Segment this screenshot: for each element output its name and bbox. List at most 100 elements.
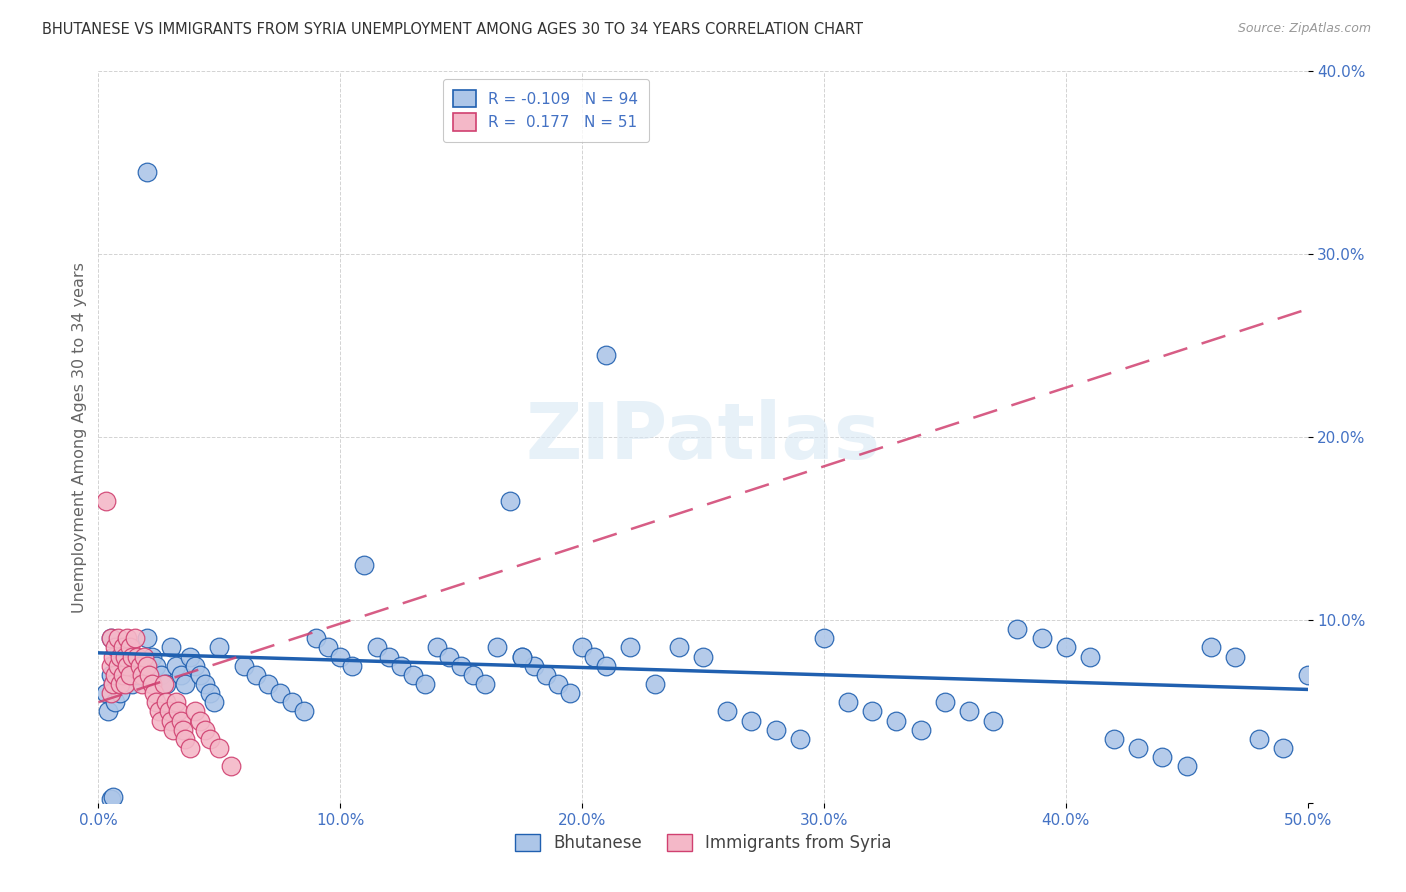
- Point: [172, 723, 194, 737]
- Point: [716, 705, 738, 719]
- Point: [194, 677, 217, 691]
- Point: [740, 714, 762, 728]
- Point: [837, 695, 859, 709]
- Point: [1296, 667, 1319, 681]
- Text: BHUTANESE VS IMMIGRANTS FROM SYRIA UNEMPLOYMENT AMONG AGES 30 TO 34 YEARS CORREL: BHUTANESE VS IMMIGRANTS FROM SYRIA UNEMP…: [42, 22, 863, 37]
- Point: [813, 632, 835, 646]
- Point: [100, 792, 122, 806]
- Point: [316, 640, 339, 655]
- Point: [107, 632, 129, 646]
- Point: [141, 677, 163, 691]
- Point: [208, 640, 231, 655]
- Point: [595, 658, 617, 673]
- Point: [111, 649, 134, 664]
- Point: [619, 640, 641, 655]
- Point: [269, 686, 291, 700]
- Point: [100, 632, 122, 646]
- Point: [117, 632, 139, 646]
- Point: [131, 667, 153, 681]
- Point: [148, 705, 170, 719]
- Point: [162, 723, 184, 737]
- Point: [886, 714, 908, 728]
- Point: [160, 640, 183, 655]
- Point: [111, 640, 134, 655]
- Point: [377, 649, 399, 664]
- Point: [292, 705, 315, 719]
- Point: [1078, 649, 1101, 664]
- Point: [174, 731, 197, 746]
- Point: [108, 677, 131, 691]
- Point: [1054, 640, 1077, 655]
- Y-axis label: Unemployment Among Ages 30 to 34 years: Unemployment Among Ages 30 to 34 years: [72, 261, 87, 613]
- Point: [107, 658, 129, 673]
- Point: [145, 658, 167, 673]
- Point: [510, 649, 533, 664]
- Point: [789, 731, 811, 746]
- Point: [534, 667, 557, 681]
- Point: [184, 658, 207, 673]
- Point: [366, 640, 388, 655]
- Point: [169, 667, 191, 681]
- Point: [402, 667, 425, 681]
- Point: [101, 677, 124, 691]
- Point: [127, 649, 149, 664]
- Point: [128, 658, 150, 673]
- Point: [101, 677, 124, 691]
- Point: [100, 658, 122, 673]
- Point: [389, 658, 412, 673]
- Point: [188, 667, 211, 681]
- Point: [100, 632, 122, 646]
- Point: [1128, 740, 1150, 755]
- Point: [94, 494, 117, 508]
- Point: [124, 632, 146, 646]
- Point: [188, 714, 211, 728]
- Point: [204, 695, 226, 709]
- Point: [860, 705, 883, 719]
- Point: [165, 658, 187, 673]
- Point: [160, 714, 183, 728]
- Point: [179, 740, 201, 755]
- Point: [143, 686, 166, 700]
- Point: [437, 649, 460, 664]
- Point: [413, 677, 436, 691]
- Point: [1175, 759, 1198, 773]
- Point: [1102, 731, 1125, 746]
- Point: [94, 686, 117, 700]
- Point: [353, 558, 375, 573]
- Point: [157, 705, 180, 719]
- Point: [668, 640, 690, 655]
- Point: [121, 677, 143, 691]
- Point: [198, 686, 221, 700]
- Point: [256, 677, 278, 691]
- Point: [108, 649, 131, 664]
- Point: [150, 714, 173, 728]
- Point: [1223, 649, 1246, 664]
- Point: [198, 731, 221, 746]
- Point: [281, 695, 304, 709]
- Point: [152, 677, 174, 691]
- Point: [305, 632, 328, 646]
- Point: [101, 649, 124, 664]
- Point: [118, 640, 141, 655]
- Point: [114, 649, 136, 664]
- Point: [107, 667, 129, 681]
- Text: ZIPatlas: ZIPatlas: [526, 399, 880, 475]
- Point: [329, 649, 352, 664]
- Point: [221, 759, 243, 773]
- Point: [155, 677, 177, 691]
- Point: [474, 677, 496, 691]
- Point: [179, 649, 201, 664]
- Point: [184, 705, 207, 719]
- Point: [1272, 740, 1295, 755]
- Point: [141, 649, 163, 664]
- Point: [194, 723, 217, 737]
- Point: [155, 695, 177, 709]
- Point: [510, 649, 533, 664]
- Point: [145, 695, 167, 709]
- Point: [117, 658, 139, 673]
- Point: [165, 695, 187, 709]
- Point: [134, 649, 156, 664]
- Point: [583, 649, 606, 664]
- Point: [245, 667, 267, 681]
- Point: [167, 705, 190, 719]
